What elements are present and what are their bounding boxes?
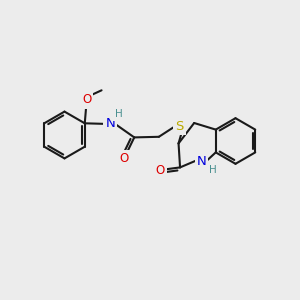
Text: O: O	[156, 164, 165, 177]
Text: H: H	[209, 165, 217, 176]
Text: H: H	[116, 109, 123, 119]
Text: S: S	[175, 120, 184, 133]
Text: O: O	[82, 93, 91, 106]
Text: N: N	[105, 117, 115, 130]
Text: O: O	[119, 152, 129, 166]
Text: N: N	[196, 155, 206, 168]
